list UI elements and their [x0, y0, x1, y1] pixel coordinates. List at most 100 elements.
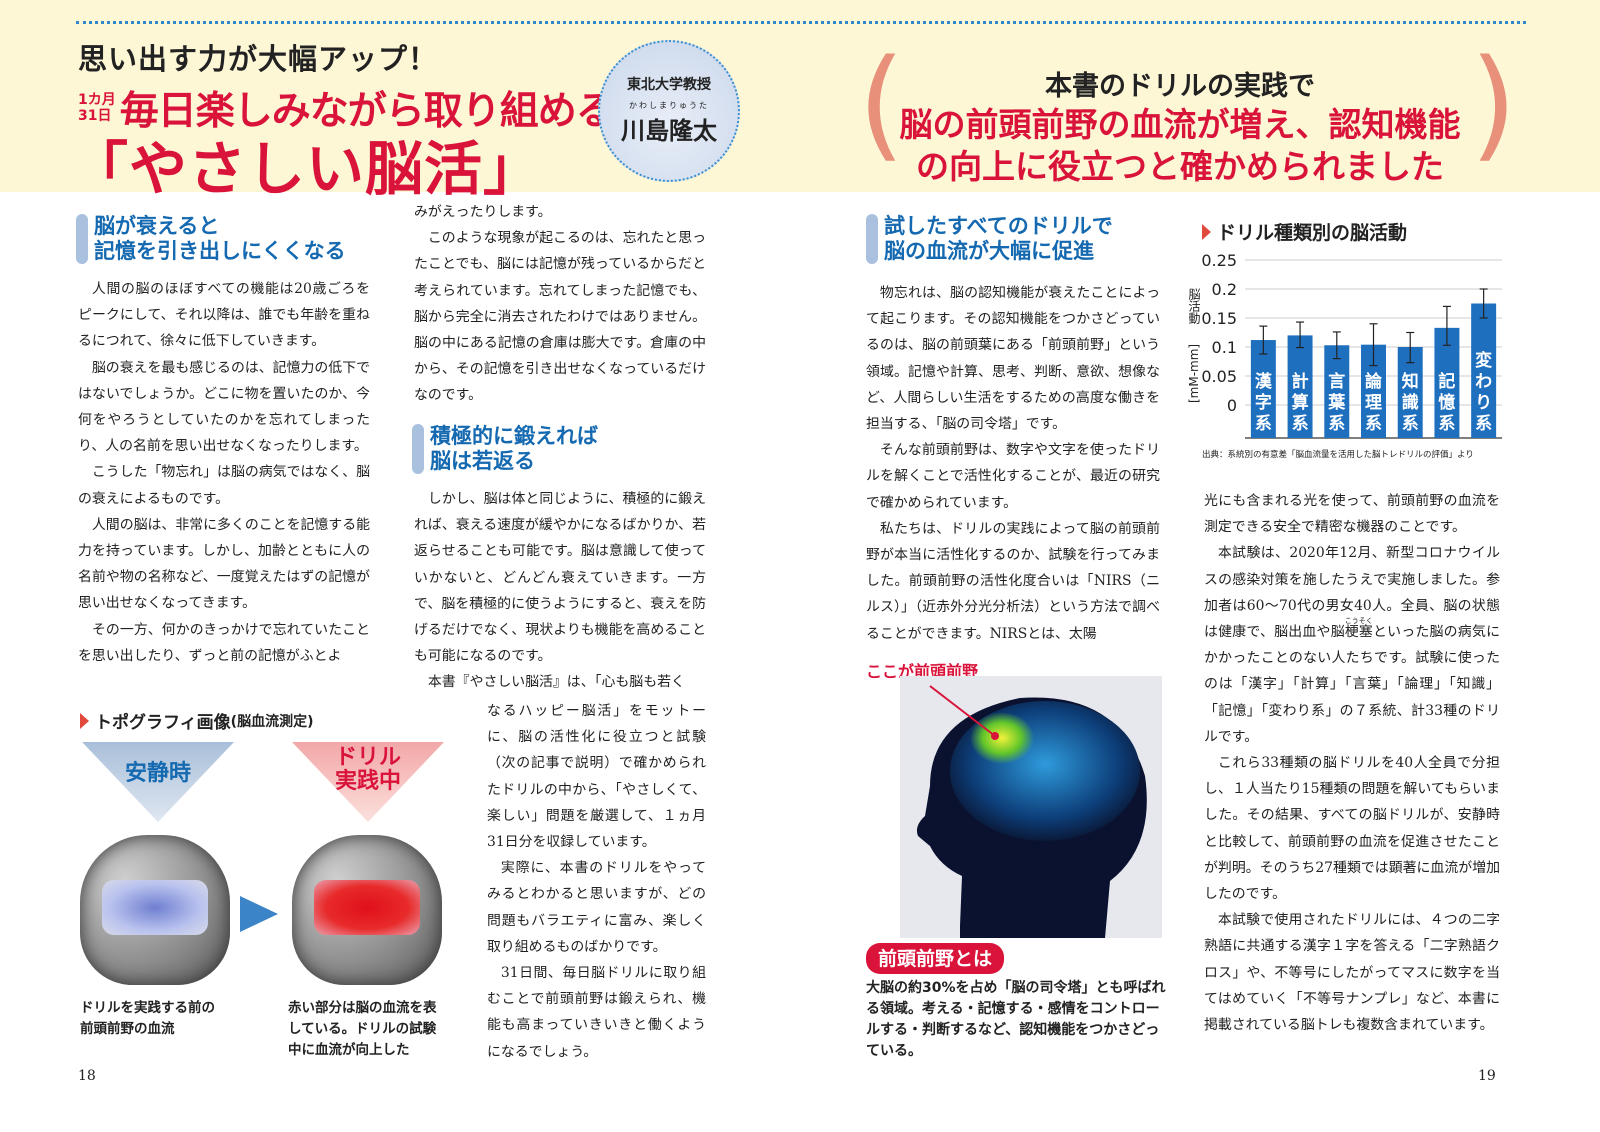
right-header-lead: 本書のドリルの実践で	[1045, 71, 1315, 102]
paragraph: 本書『やさしい脳活』は、「心も脳も若く	[427, 674, 685, 691]
bar-label: 言	[1328, 371, 1345, 392]
paragraph: なるハッピー脳活」をモットーに、脳の活性化に役立つと試験（次の記事で説明）で確か…	[487, 703, 706, 851]
bar-label: 系	[1402, 414, 1419, 434]
bar	[1250, 340, 1276, 438]
paragraph: このような現象が起こるのは、忘れたと思ったことでも、脳には記憶が残っているからだ…	[414, 230, 706, 404]
paren-open: (	[858, 35, 905, 174]
author-name: 川島隆太	[621, 117, 717, 145]
bar	[1324, 345, 1350, 438]
triangle-icon	[80, 712, 89, 729]
text-run: 本試験は、2020年12月、新型コロナウイルスの感染対策を施したうえで実施しまし…	[1204, 545, 1500, 641]
brain-scan-drill	[292, 835, 442, 985]
caption-line: している。ドリルの試験	[288, 1021, 437, 1037]
blood-flow-red	[314, 880, 420, 935]
chart-heading: ドリル種類別の脳活動	[1202, 218, 1407, 245]
drill-label-triangle: ドリル 実践中	[292, 742, 444, 822]
caption-line: 前頭前野の血流	[80, 1021, 175, 1037]
section-heading: 試したすべてのドリルで 脳の血流が大幅に促進	[866, 214, 1113, 264]
paragraph: 物忘れは、脳の認知機能が衰えたことによって起こります。その認知機能をつかさどって…	[866, 285, 1160, 433]
bar-label: 算	[1291, 392, 1309, 413]
caption-line: ドリルを実践する前の	[80, 1000, 215, 1016]
chart-title: ドリル種類別の脳活動	[1217, 222, 1408, 244]
ruby-text: こうそく	[1344, 617, 1373, 626]
y-tick-label: 0.05	[1201, 367, 1237, 386]
bar-label: 系	[1292, 414, 1309, 434]
bar-label: 系	[1255, 414, 1272, 434]
rest-label: 安静時	[124, 761, 191, 786]
caption-line: 中に血流が向上した	[288, 1042, 410, 1058]
body-column: 人間の脳のほぼすべての機能は20歳ごろをピークにして、それ以降は、誰でも年齢を重…	[78, 276, 370, 669]
bar-label: 系	[1365, 414, 1382, 434]
arrow-right-icon	[240, 896, 278, 932]
pointer-dot	[991, 732, 999, 740]
body-column: しかし、脳は体と同じように、積極的に鍛えれば、衰える速度が緩やかになるばかりか、…	[414, 486, 706, 696]
bar-label: 字	[1255, 392, 1272, 413]
page-number: 19	[1478, 1068, 1496, 1084]
y-tick-label: 0.25	[1201, 251, 1237, 270]
header-band	[0, 0, 1600, 192]
page-number: 18	[78, 1068, 96, 1084]
triangle-icon	[1202, 223, 1211, 240]
bar	[1287, 335, 1313, 438]
blood-flow-blue	[102, 880, 208, 935]
kicker: 思い出す力が大幅アップ！	[78, 42, 439, 76]
paragraph: 人間の脳は、非常に多くのことを記憶する能力を持っています。しかし、加齢とともに人…	[78, 516, 370, 612]
right-header-line: 脳の前頭前野の血流が増え、認知機能	[899, 105, 1461, 144]
bar-chart: 0.25 0.2 0.15 0.1 0.05 0 脳活動 [mM-mm] 漢字系 計算系 言葉系 論理…	[1187, 251, 1502, 439]
paragraph: その一方、何かのきっかけで忘れていたことを思い出したり、ずっと前の記憶がふとよ	[78, 621, 370, 664]
subtitle: 毎日楽しみながら取り組める	[119, 89, 615, 134]
right-header-headline: 脳の前頭前野の血流が増え、認知機能 の向上に役立つと確かめられました	[880, 104, 1480, 188]
author-ruby: かわしまりゅうた	[629, 101, 709, 110]
paragraph: 光にも含まれる光を使って、前頭前野の血流を測定できる安全で精密な機器のことです。	[1204, 493, 1500, 536]
paren-close: )	[1470, 35, 1517, 174]
bar	[1471, 303, 1497, 438]
caption-line: 赤い部分は脳の血流を表	[288, 1000, 437, 1016]
paragraph: 人間の脳のほぼすべての機能は20歳ごろをピークにして、それ以降は、誰でも年齢を重…	[78, 281, 370, 350]
paragraph: 実際に、本書のドリルをやってみるとわかると思いますが、どの問題もバラエティに富み…	[487, 860, 706, 955]
bar-label: 理	[1365, 393, 1382, 413]
page-title: 「やさしい脳活」	[70, 135, 543, 203]
heading-bar	[412, 424, 424, 474]
bar-label: 葉	[1327, 392, 1346, 413]
heading-line: 脳の血流が大幅に促進	[884, 239, 1094, 263]
chart-source: 出典：系統別の有意差「脳血流量を活用した脳トレドリルの評価」より	[1202, 450, 1474, 460]
bar-label: 系	[1475, 414, 1492, 434]
body-column: 物忘れは、脳の認知機能が衰えたことによって起こります。その認知機能をつかさどって…	[866, 280, 1160, 647]
body-column: なるハッピー脳活」をモットーに、脳の活性化に役立つと試験（次の記事で説明）で確か…	[487, 698, 706, 1065]
paragraph: 31日間、毎日脳ドリルに取り組むことで前頭前野は鍛えられ、機能も高まっていきいき…	[487, 965, 706, 1060]
y-tick-label: 0.1	[1212, 338, 1237, 357]
y-axis-label: 脳活動	[1187, 288, 1201, 324]
bar-label: 変	[1475, 350, 1492, 371]
drill-label: ドリル	[334, 745, 401, 770]
y-tick-label: 0	[1227, 396, 1237, 415]
paragraph: 本試験で使用されたドリルには、４つの二字熟語に共通する漢字１字を答える「二字熟語…	[1204, 912, 1500, 1034]
bar-label: り	[1475, 393, 1492, 413]
pointer-line	[929, 685, 996, 737]
heading-line: 記憶を引き出しにくくなる	[94, 239, 346, 263]
heading-line: 積極的に鍛えれば	[430, 424, 598, 448]
bar-label: 漢	[1255, 371, 1273, 392]
definition-badge: 前頭前野とは	[866, 943, 1005, 974]
text-run: といった脳の病気にかかったことのない人たちです。試験に使ったのは「漢字」「計算」…	[1204, 624, 1500, 745]
bar-label: 識	[1402, 392, 1419, 413]
bar-label: 論	[1365, 371, 1383, 392]
period-bottom: 31日	[78, 108, 112, 124]
heading-bar	[76, 214, 88, 264]
ruby-base: 梗塞	[1344, 624, 1373, 641]
bar	[1434, 327, 1460, 438]
paragraph: 私たちは、ドリルの実践によって脳の前頭前野が本当に活性化するのか、試験を行ってみ…	[866, 520, 1160, 642]
paragraph: これら33種類の脳ドリルを40人全員で分担し、１人当たり15種類の問題を解いても…	[1204, 755, 1500, 903]
section-heading: 脳が衰えると 記憶を引き出しにくくなる	[76, 214, 346, 264]
brain-head-illustration	[900, 676, 1162, 938]
bar-label: 系	[1438, 414, 1455, 434]
topography-heading: トポグラフィ画像 (脳血流測定)	[80, 708, 313, 733]
y-axis-unit: [mM-mm]	[1187, 344, 1201, 403]
brain-scan-rest	[80, 835, 230, 985]
bar-label: わ	[1475, 372, 1492, 392]
bar-label: 系	[1328, 414, 1345, 434]
caption-rest: ドリルを実践する前の 前頭前野の血流	[80, 998, 215, 1040]
definition-text: 大脳の約30%を占め「脳の司令塔」とも呼ばれる領域。考える・記憶する・感情をコン…	[866, 980, 1166, 1059]
y-tick-label: 0.15	[1201, 309, 1237, 328]
y-tick-label: 0.2	[1212, 280, 1237, 299]
heading-line: 脳が衰えると	[94, 214, 220, 238]
